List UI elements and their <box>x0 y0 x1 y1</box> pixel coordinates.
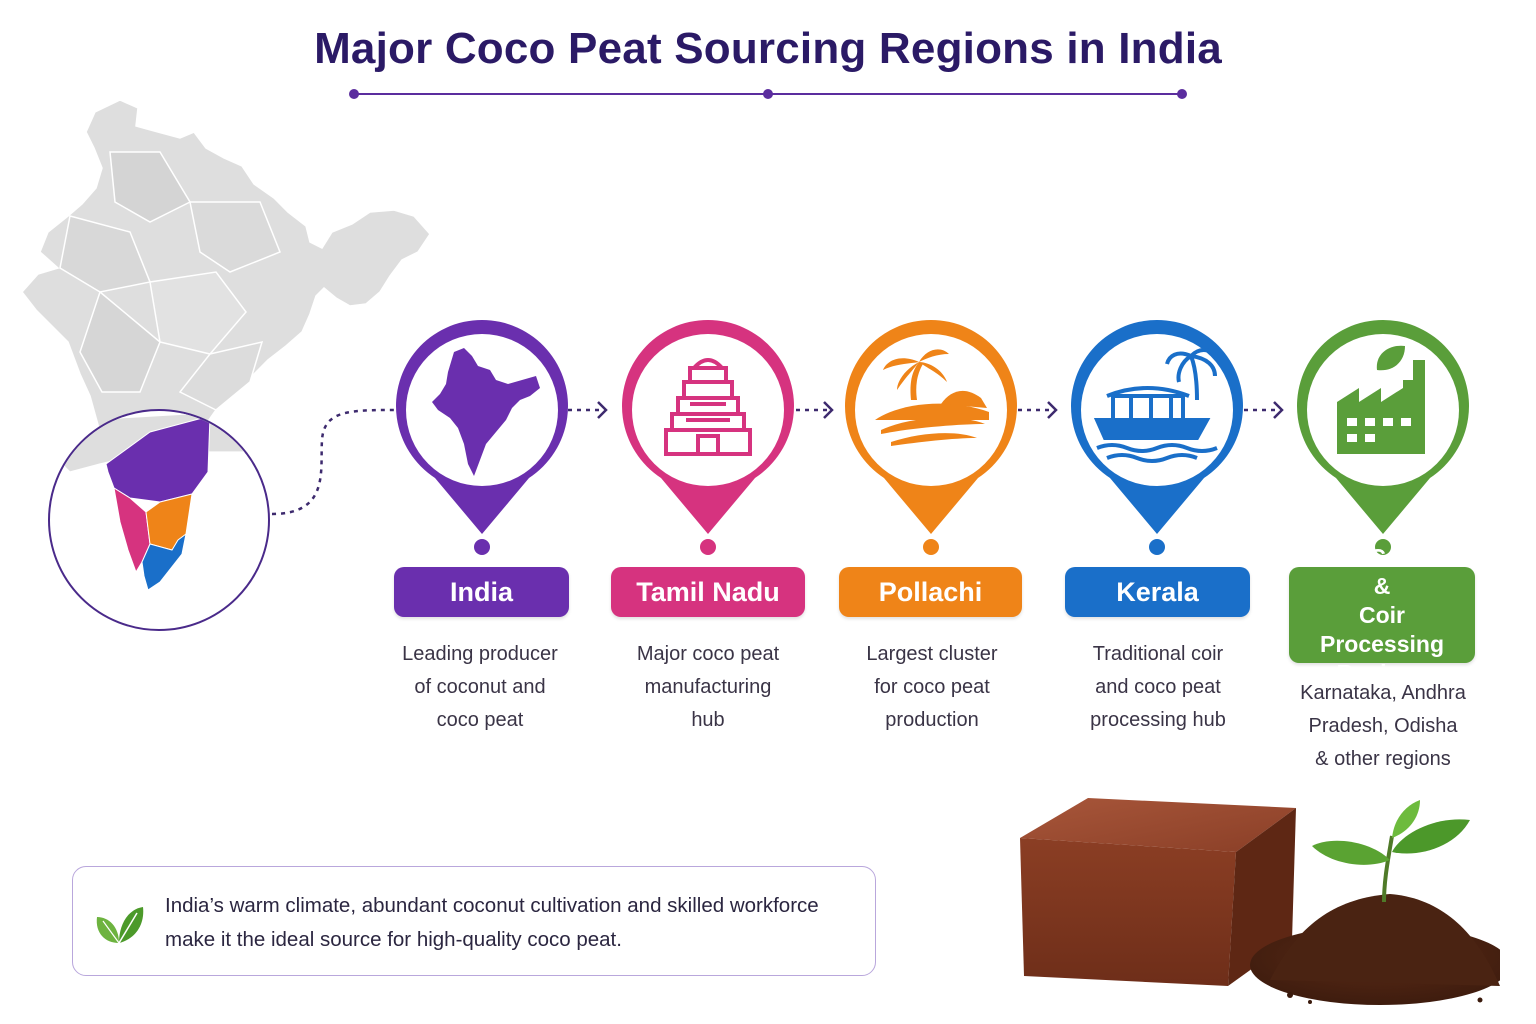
description-line: manufacturing <box>644 676 772 698</box>
coco-peat-illustration <box>1020 798 1500 1005</box>
label-pollachi: Pollachi <box>839 567 1022 617</box>
description-line: Leading producer <box>402 643 558 665</box>
description-line: Major coco peat <box>636 643 780 665</box>
houseboat-icon <box>1093 348 1219 463</box>
label-tamil-nadu: Tamil Nadu <box>611 567 805 617</box>
description-line: Largest cluster <box>866 643 998 665</box>
india-map-icon <box>432 348 540 476</box>
factory-leaf-icon <box>1337 345 1425 454</box>
description-tamil-nadu: Major coco peat manufacturing hub <box>603 638 813 737</box>
description-line: & other regions <box>1315 748 1451 770</box>
description-line: for coco peat <box>874 676 990 698</box>
description-line: coco peat <box>436 709 524 731</box>
description-line: hub <box>691 709 725 731</box>
temple-gopuram-icon <box>664 358 752 456</box>
page-title: Major Coco Peat Sourcing Regions in Indi… <box>314 24 1222 73</box>
label-kerala: Kerala <box>1065 567 1250 617</box>
info-note: India’s warm climate, abundant coconut c… <box>72 866 876 976</box>
label-india: India <box>394 567 569 617</box>
seedling-icon <box>1312 800 1470 903</box>
description-line: of coconut and <box>414 676 546 698</box>
description-line: Pradesh, Odisha <box>1308 715 1458 737</box>
note-line-2: make it the ideal source for high-qualit… <box>165 928 622 951</box>
pin-kerala <box>1071 319 1243 555</box>
south-india-zoom <box>48 409 270 631</box>
description-kerala: Traditional coir and coco peat processin… <box>1053 638 1263 737</box>
description-line: Traditional coir <box>1092 643 1224 665</box>
palm-tree-field-icon <box>875 349 989 446</box>
label-other-line-1: Other Coconut & <box>1301 543 1463 599</box>
title-divider <box>349 89 1187 99</box>
description-line: production <box>885 709 979 731</box>
description-line: and coco peat <box>1095 676 1221 698</box>
description-line: processing hub <box>1090 709 1226 731</box>
soil-pile <box>1250 894 1500 1005</box>
description-india: Leading producer of coconut and coco pea… <box>375 638 585 737</box>
description-other-regions: Karnataka, Andhra Pradesh, Odisha & othe… <box>1278 677 1488 776</box>
pin-pollachi <box>845 319 1017 555</box>
label-other-regions: Other Coconut & Coir Processing Regions <box>1289 544 1475 686</box>
label-other-line-3: Regions <box>1336 659 1428 686</box>
india-outline-map <box>21 99 431 466</box>
pin-tamil-nadu <box>622 319 794 555</box>
india-map <box>21 99 431 631</box>
leaf-icon <box>96 907 144 944</box>
description-pollachi: Largest cluster for coco peat production <box>827 638 1037 737</box>
pin-other-regions <box>1297 319 1469 555</box>
pin-india <box>396 319 568 555</box>
note-line-1: India’s warm climate, abundant coconut c… <box>165 894 819 917</box>
description-line: Karnataka, Andhra <box>1300 682 1466 704</box>
label-other-line-2: Coir Processing <box>1320 601 1444 657</box>
